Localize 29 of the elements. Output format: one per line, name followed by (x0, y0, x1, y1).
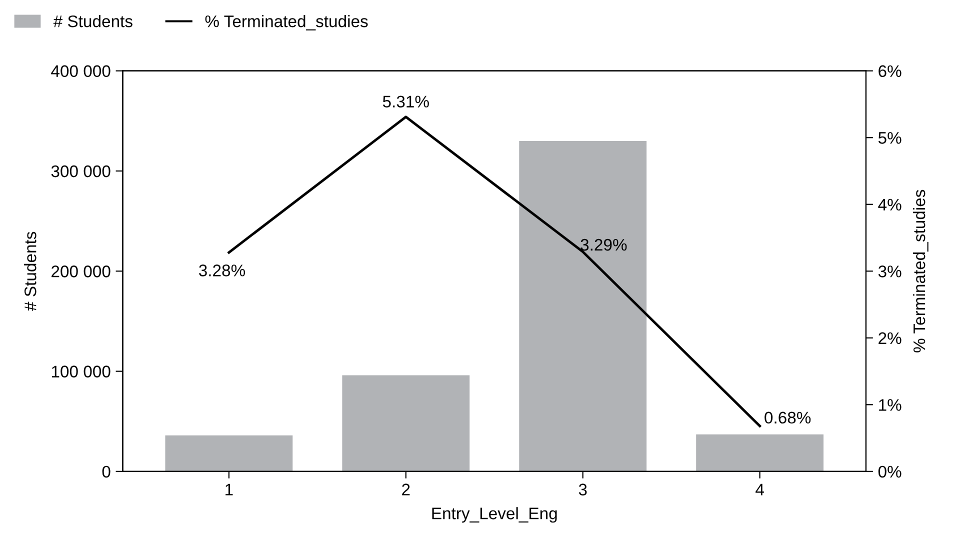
x-axis-title: Entry_Level_Eng (432, 507, 557, 523)
bar (696, 434, 824, 472)
y2-tick-label: 3% (878, 266, 902, 278)
data-label: 3.29% (580, 238, 627, 251)
x-tick-label: 1 (226, 484, 233, 496)
y-tick-label: 0 (102, 466, 110, 478)
y2-tick-label: 4% (878, 198, 902, 211)
y-tick-label: 400 000 (51, 65, 110, 78)
y-tick-label: 200 000 (52, 266, 110, 278)
y-tick-label: 300 000 (51, 165, 110, 178)
data-label: 5.31% (382, 96, 429, 108)
data-label: 3.28% (198, 264, 246, 276)
bar (519, 140, 647, 472)
y2-axis-title: % Terminated_studies (912, 190, 928, 352)
x-tick-label: 3 (578, 484, 587, 496)
x-tick-label: 2 (402, 484, 410, 496)
legend-label: % Terminated_studies (205, 15, 368, 30)
x-tick-label: 4 (756, 484, 764, 496)
y-axis-title: # Students (24, 232, 36, 311)
y2-tick-label: 1% (879, 399, 902, 411)
y2-tick-label: 0% (878, 466, 902, 478)
data-label: 0.68% (764, 412, 811, 424)
legend-label: # Students (53, 15, 132, 28)
bar (165, 435, 293, 472)
bar (342, 375, 470, 472)
y2-tick-label: 6% (878, 65, 902, 78)
y-tick-label: 100 000 (52, 366, 110, 378)
y2-tick-label: 2% (878, 332, 902, 344)
y2-tick-label: 5% (878, 132, 902, 144)
